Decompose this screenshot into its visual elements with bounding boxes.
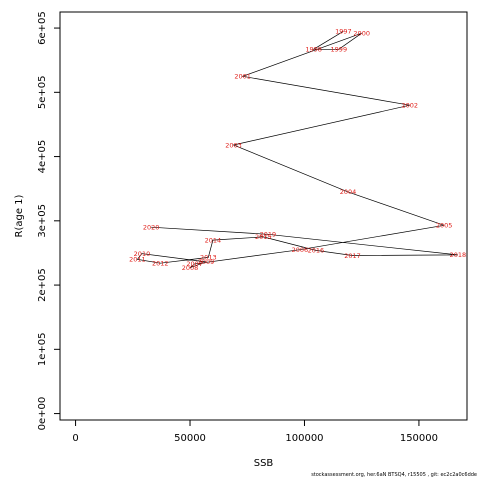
y-tick-label: 6e+05 xyxy=(37,11,48,45)
year-label: 2004 xyxy=(340,188,357,196)
y-tick-label: 1e+05 xyxy=(37,333,48,367)
x-tick-label: 50000 xyxy=(174,433,206,444)
point-labels: 1997 1998 1999 2000 2001 2002 2003 2004 2005 2006… xyxy=(129,28,466,272)
year-label: 1998 xyxy=(305,46,322,54)
year-label: 2000 xyxy=(353,30,370,38)
y-tick-label: 2e+05 xyxy=(37,268,48,302)
year-label: 2011 xyxy=(129,256,146,264)
year-label: 1997 xyxy=(335,28,352,36)
year-label: 2013 xyxy=(200,254,217,262)
year-label: 2006 xyxy=(292,246,309,254)
year-label: 2014 xyxy=(205,236,222,244)
year-label: 2015 xyxy=(255,233,272,241)
year-label: 2001 xyxy=(234,73,251,81)
axes: 0 50000 100000 150000 0e+00 1e+05 2e+05 3e+05 4e… xyxy=(37,11,438,444)
year-label: 2017 xyxy=(344,252,361,260)
year-label: 2019 xyxy=(260,231,277,239)
footer-note: stockassessment.org, her.6aN BTSQ4, r155… xyxy=(311,472,477,478)
y-tick-label: 3e+05 xyxy=(37,204,48,238)
year-label: 2008 xyxy=(182,264,199,272)
year-label: 2016 xyxy=(308,247,325,255)
year-label: 2020 xyxy=(143,224,160,232)
year-label: 2018 xyxy=(450,251,467,259)
year-label: 2005 xyxy=(436,222,453,230)
y-axis-title: R(age 1) xyxy=(14,194,25,237)
year-label: 2002 xyxy=(401,101,418,109)
plot-frame xyxy=(59,11,468,421)
x-tick-label: 150000 xyxy=(400,433,438,444)
year-label: 2009 xyxy=(198,258,215,266)
year-label: 2003 xyxy=(225,141,242,149)
year-label: 2007 xyxy=(186,260,203,268)
series-line xyxy=(136,31,458,269)
x-axis-title: SSB xyxy=(254,458,274,469)
y-tick-label: 0e+00 xyxy=(37,397,48,431)
year-label: 2012 xyxy=(152,260,169,268)
year-label: 1999 xyxy=(331,46,348,54)
year-label: 2010 xyxy=(134,250,151,258)
y-tick-label: 5e+05 xyxy=(37,76,48,110)
x-tick-label: 0 xyxy=(72,433,78,444)
y-tick-label: 4e+05 xyxy=(37,140,48,174)
x-tick-label: 100000 xyxy=(285,433,323,444)
